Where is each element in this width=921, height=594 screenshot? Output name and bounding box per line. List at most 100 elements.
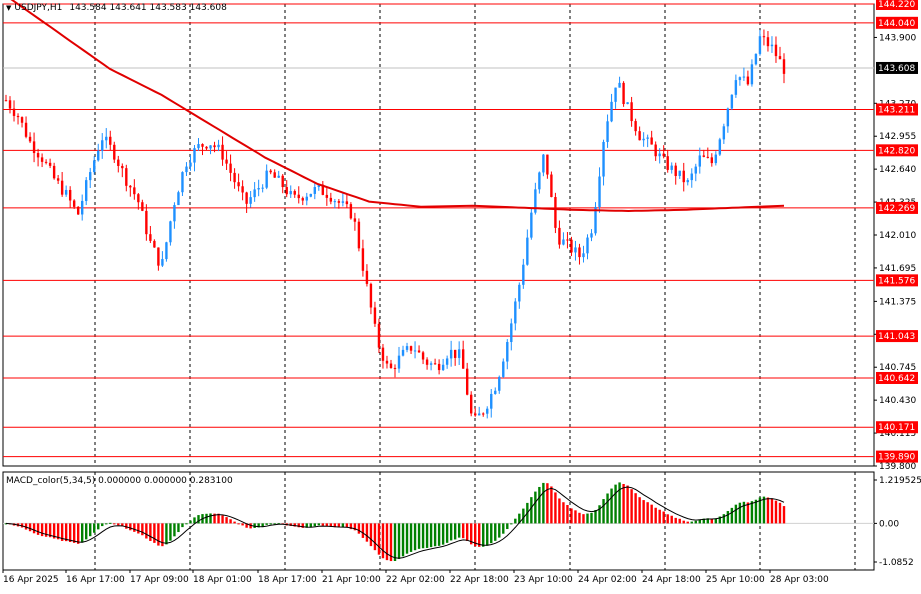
macd-bar xyxy=(682,520,685,524)
level-tag-label: 139.890 xyxy=(878,453,915,463)
macd-bar xyxy=(662,511,665,524)
candle-body xyxy=(309,193,312,197)
candle-body xyxy=(526,237,529,265)
macd-bar xyxy=(782,506,786,524)
macd-bar xyxy=(265,523,268,525)
level-tag-label: 141.043 xyxy=(878,332,915,342)
macd-bar xyxy=(474,523,477,547)
macd-bar xyxy=(377,523,381,555)
macd-bar xyxy=(726,511,730,524)
macd-bar xyxy=(257,523,260,528)
candle-body xyxy=(686,180,689,183)
candle-body xyxy=(530,212,533,238)
macd-bar xyxy=(89,523,92,537)
candle-body xyxy=(397,355,401,369)
candle-body xyxy=(714,154,718,164)
candle-body xyxy=(658,153,661,157)
candle-body xyxy=(173,205,176,222)
level-tag-bg xyxy=(876,0,918,10)
macd-bar xyxy=(738,502,742,524)
macd-bar xyxy=(614,484,617,524)
macd-bar xyxy=(698,519,701,524)
macd-bar xyxy=(694,520,697,524)
x-tick-label: 18 Apr 17:00 xyxy=(258,575,317,585)
macd-bar xyxy=(550,486,553,524)
macd-bar xyxy=(345,523,349,528)
candle-body xyxy=(85,180,88,201)
macd-bar xyxy=(52,523,56,539)
macd-bar xyxy=(686,521,689,524)
macd-bar xyxy=(674,517,677,524)
candle-body xyxy=(205,146,208,149)
candle-body xyxy=(674,165,677,176)
level-tag-label: 140.171 xyxy=(878,423,915,433)
x-tick-label: 16 Apr 17:00 xyxy=(66,575,125,585)
candle-body xyxy=(145,210,148,235)
macd-bar xyxy=(409,523,413,552)
macd-bar xyxy=(241,523,244,526)
candle-body xyxy=(64,189,68,195)
macd-bar xyxy=(48,523,52,538)
candle-body xyxy=(558,227,561,245)
macd-bar xyxy=(293,523,296,527)
macd-bar xyxy=(722,514,726,524)
macd-bar xyxy=(506,523,509,530)
candle-body xyxy=(570,239,573,253)
macd-bar xyxy=(650,504,653,524)
macd-bar xyxy=(449,523,453,541)
macd-bar xyxy=(429,523,433,548)
price-tick-label: 142.955 xyxy=(879,132,916,142)
macd-bar xyxy=(570,508,573,524)
candle-body xyxy=(469,394,473,414)
candle-body xyxy=(678,170,681,176)
candle-body xyxy=(594,206,597,234)
macd-bar xyxy=(161,523,164,547)
macd-bar xyxy=(437,523,441,546)
macd-bar xyxy=(586,513,589,524)
price-tick-label: 140.115 xyxy=(879,429,916,439)
macd-bar xyxy=(469,523,473,545)
candle-body xyxy=(93,160,96,173)
macd-bar xyxy=(606,493,609,524)
macd-bar xyxy=(225,517,228,524)
candle-body xyxy=(482,413,485,415)
candle-body xyxy=(554,197,557,228)
candle-body xyxy=(598,176,601,207)
macd-bar xyxy=(101,523,104,527)
x-tick-label: 24 Apr 18:00 xyxy=(642,575,701,585)
moving-average-line xyxy=(10,0,785,213)
macd-bar xyxy=(153,523,156,543)
level-tag-label: 140.642 xyxy=(878,374,915,384)
macd-bar xyxy=(68,523,72,543)
macd-bar xyxy=(750,501,754,524)
level-tag-bg xyxy=(876,421,918,434)
ohlc-readout: 143.584 143.641 143.583 143.608 xyxy=(69,3,227,13)
x-tick-label: 21 Apr 10:00 xyxy=(322,575,381,585)
macd-bar xyxy=(197,515,200,524)
candle-body xyxy=(365,270,369,284)
x-tick-label: 17 Apr 09:00 xyxy=(130,575,189,585)
candle-body xyxy=(149,234,152,241)
candle-body xyxy=(602,141,605,177)
macd-bar xyxy=(710,518,714,524)
candle-body xyxy=(249,197,252,204)
macd-bar xyxy=(125,523,128,529)
level-tag-label: 142.820 xyxy=(878,146,915,156)
candle-body xyxy=(778,56,782,60)
candle-body xyxy=(377,323,381,348)
macd-bar xyxy=(774,500,778,524)
candle-body xyxy=(762,36,766,38)
chevron-down-icon[interactable]: ▼ xyxy=(6,4,12,12)
candle-body xyxy=(245,192,248,204)
macd-bar xyxy=(714,518,718,524)
macd-bar xyxy=(558,498,561,524)
candle-body xyxy=(646,137,649,139)
candle-body xyxy=(670,165,673,170)
macd-bar xyxy=(373,523,377,551)
macd-bar xyxy=(24,523,28,530)
candle-body xyxy=(409,346,413,351)
candle-body xyxy=(461,349,465,369)
macd-bar xyxy=(85,523,88,540)
candle-body xyxy=(449,349,453,359)
candle-body xyxy=(337,201,341,203)
